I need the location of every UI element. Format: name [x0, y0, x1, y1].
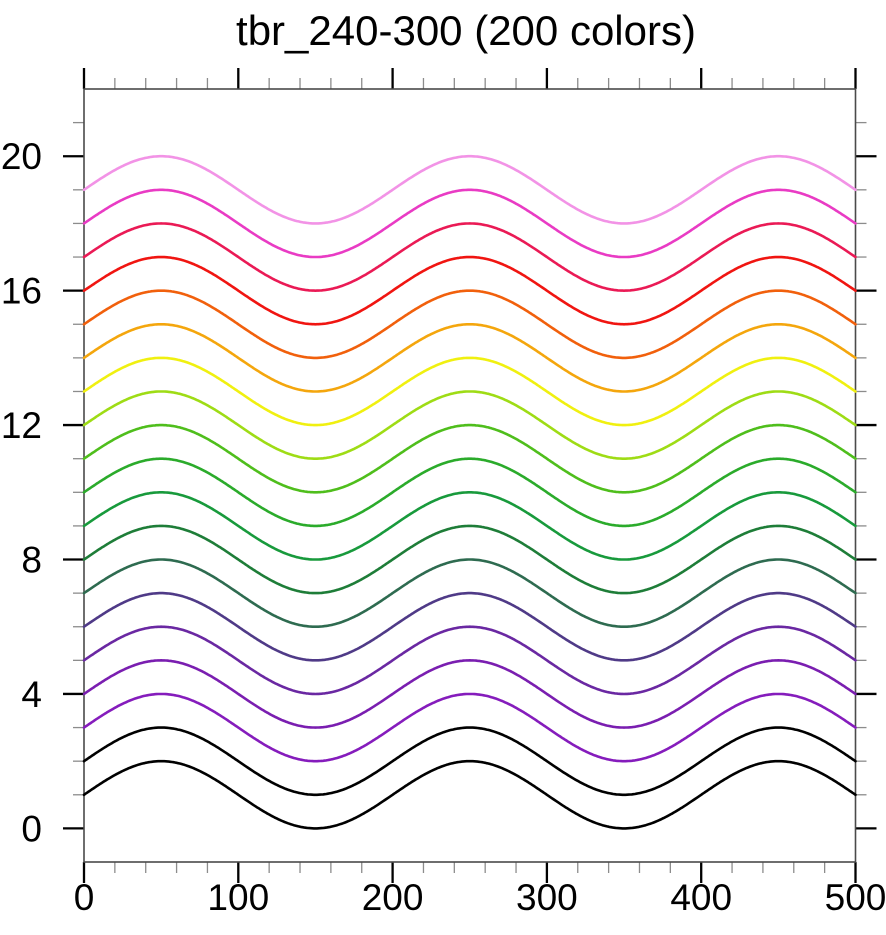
x-tick-label: 500: [825, 877, 886, 918]
x-tick-label: 300: [516, 877, 578, 918]
curve-2: [82, 726, 857, 797]
y-tick-labels: 0 4 8 12 16 20: [1, 136, 42, 849]
curve-15: [82, 289, 857, 360]
major-ticks: [63, 68, 877, 883]
curve-9: [82, 490, 857, 561]
y-tick-label: 0: [21, 808, 42, 849]
curve-11: [82, 423, 857, 494]
x-tick-label: 100: [207, 877, 269, 918]
x-tick-label: 0: [74, 877, 95, 918]
minor-ticks: [73, 78, 867, 873]
curve-10: [82, 457, 857, 528]
curve-14: [82, 322, 857, 393]
curves-group: [82, 154, 857, 830]
curve-3: [82, 692, 857, 763]
curve-13: [82, 356, 857, 427]
curve-16: [82, 255, 857, 326]
y-tick-label: 20: [1, 136, 42, 177]
x-tick-label: 200: [362, 877, 424, 918]
x-tick-label: 400: [670, 877, 732, 918]
y-tick-label: 8: [21, 540, 42, 581]
curve-5: [82, 625, 857, 696]
curve-17: [82, 222, 857, 293]
curve-7: [82, 558, 857, 629]
y-tick-label: 4: [21, 674, 42, 715]
plot-border: [83, 88, 857, 863]
x-tick-labels: 0 100 200 300 400 500: [74, 877, 886, 918]
curve-6: [82, 591, 857, 662]
curve-1: [82, 759, 857, 830]
curve-19: [82, 154, 857, 225]
y-tick-label: 16: [1, 271, 42, 312]
y-tick-label: 12: [1, 405, 42, 446]
chart-title: tbr_240-300 (200 colors): [236, 7, 696, 54]
curve-8: [82, 524, 857, 595]
plot-frame: [83, 88, 857, 863]
curve-18: [82, 188, 857, 259]
curve-12: [82, 390, 857, 461]
curve-4: [82, 658, 857, 729]
